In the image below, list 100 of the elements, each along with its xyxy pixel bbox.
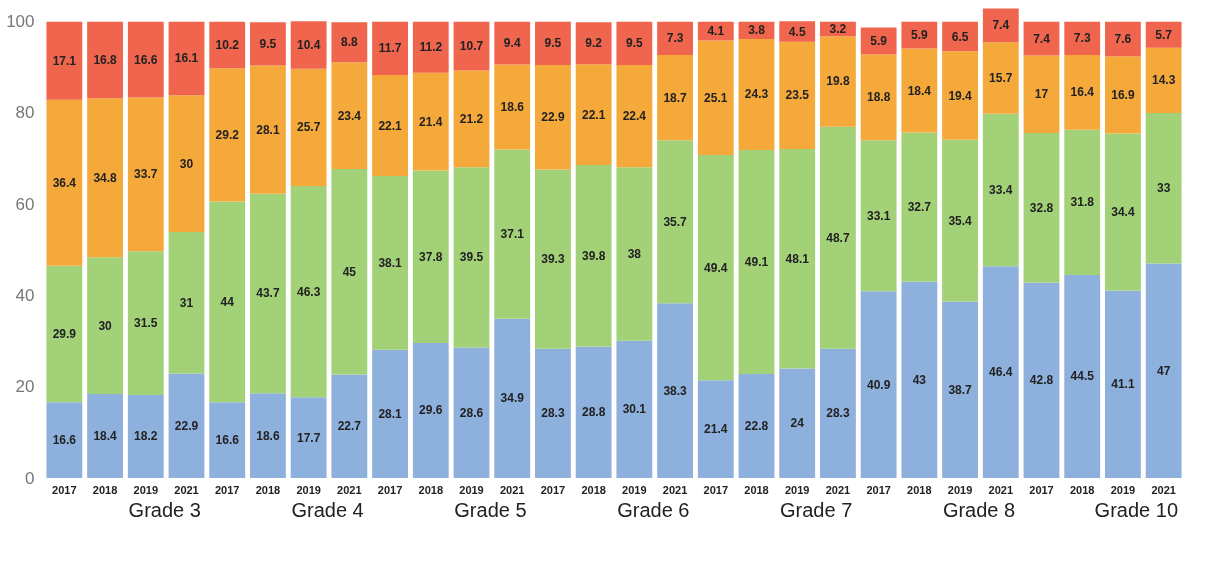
- bar: [209, 68, 246, 202]
- bar: [250, 193, 286, 394]
- data-label: 48.1: [785, 251, 810, 266]
- y-tick-label: 60: [15, 194, 35, 214]
- text: Grade 5: [454, 499, 527, 521]
- data-label: 29.2: [215, 127, 240, 142]
- x-tick-label: 2021: [337, 483, 362, 496]
- data-label: 5.7: [1155, 27, 1173, 42]
- bar: [942, 139, 978, 302]
- bar: [616, 340, 653, 478]
- bar: [901, 48, 938, 133]
- bar: [657, 140, 693, 304]
- bar: [290, 185, 327, 398]
- bar: [982, 113, 1019, 267]
- data-label: 28.6: [459, 405, 484, 420]
- bar: [901, 132, 938, 282]
- bar: [616, 167, 653, 341]
- x-tick-label: 2017: [703, 483, 729, 496]
- text: Grade 6: [617, 499, 690, 521]
- bar: [1064, 55, 1101, 130]
- data-label: 16.4: [1070, 85, 1095, 100]
- text: Grade 7: [780, 499, 853, 521]
- data-label: 32.8: [1029, 200, 1054, 215]
- data-label: 49.1: [744, 254, 769, 269]
- data-label: 22.7: [337, 419, 362, 434]
- bar: [209, 402, 246, 478]
- x-tick-label: 2017: [1029, 483, 1054, 496]
- data-label: 39.3: [541, 252, 565, 267]
- bar: [372, 349, 408, 478]
- bar: [331, 169, 368, 375]
- bar: [738, 373, 775, 478]
- data-label: 9.5: [544, 36, 562, 51]
- data-label: 4.1: [707, 24, 725, 39]
- data-label: 39.5: [459, 250, 484, 265]
- x-tick-label: 2021: [662, 483, 688, 496]
- x-tick-label: 2019: [1110, 483, 1136, 496]
- data-label: 7.6: [1114, 32, 1132, 47]
- data-label: 22.1: [581, 107, 606, 122]
- bar: [616, 21, 653, 66]
- data-label: 34.4: [1111, 204, 1135, 219]
- bar: [1145, 263, 1182, 478]
- bar: [453, 70, 490, 168]
- bar: [697, 380, 734, 478]
- data-label: 35.7: [663, 214, 688, 229]
- data-label: 4.5: [788, 24, 806, 39]
- data-label: 23.5: [785, 88, 810, 103]
- data-label: 40.9: [866, 377, 891, 392]
- x-tick-label: 2021: [988, 483, 1014, 496]
- data-label: 8.8: [341, 35, 359, 50]
- bar: [860, 140, 897, 292]
- bar: [494, 149, 531, 319]
- data-label: 33: [1156, 181, 1171, 196]
- data-label: 33.1: [866, 208, 891, 223]
- bar: [372, 175, 408, 350]
- bar: [412, 72, 449, 171]
- data-label: 46.3: [296, 284, 321, 299]
- data-label: 22.9: [174, 418, 199, 433]
- bar: [168, 95, 205, 233]
- bar: [820, 36, 856, 127]
- x-tick-label: 2017: [377, 483, 403, 496]
- bar: [901, 21, 938, 49]
- data-label: 9.5: [259, 36, 277, 51]
- bar: [575, 64, 612, 165]
- bar: [1023, 133, 1060, 283]
- data-label: 45: [342, 264, 357, 279]
- data-label: 24: [790, 416, 805, 431]
- data-label: 22.1: [378, 118, 403, 133]
- data-label: 5.9: [911, 28, 929, 43]
- x-tick-label: 2019: [947, 483, 973, 496]
- bar: [860, 27, 897, 55]
- y-tick-label: 40: [15, 285, 35, 305]
- data-label: 44.5: [1070, 369, 1095, 384]
- bar: [453, 167, 490, 348]
- data-label: 38.1: [378, 255, 403, 270]
- data-label: 9.5: [626, 36, 644, 51]
- data-label: 31: [179, 295, 194, 310]
- bar: [1105, 21, 1141, 57]
- data-label: 18.6: [500, 100, 525, 115]
- data-label: 21.4: [704, 422, 728, 437]
- data-label: 28.8: [581, 405, 606, 420]
- bar: [412, 21, 449, 73]
- bar: [494, 318, 531, 478]
- bar: [697, 154, 734, 381]
- data-label: 38.7: [948, 382, 973, 397]
- data-label: 46.4: [989, 365, 1013, 380]
- bar: [535, 65, 571, 170]
- bar: [372, 21, 408, 76]
- bar: [1064, 21, 1101, 55]
- bar: [575, 164, 612, 347]
- x-tick-label: 2017: [52, 483, 77, 496]
- data-label: 9.2: [585, 36, 603, 51]
- bar: [942, 301, 978, 478]
- data-label: 47: [1156, 363, 1171, 378]
- bar: [1145, 112, 1182, 264]
- data-label: 7.3: [666, 31, 684, 46]
- bar: [168, 232, 205, 374]
- text: Grade 10: [1094, 499, 1178, 521]
- x-tick-label: 2018: [744, 483, 769, 496]
- data-label: 28.3: [826, 406, 850, 421]
- data-label: 11.7: [378, 41, 402, 56]
